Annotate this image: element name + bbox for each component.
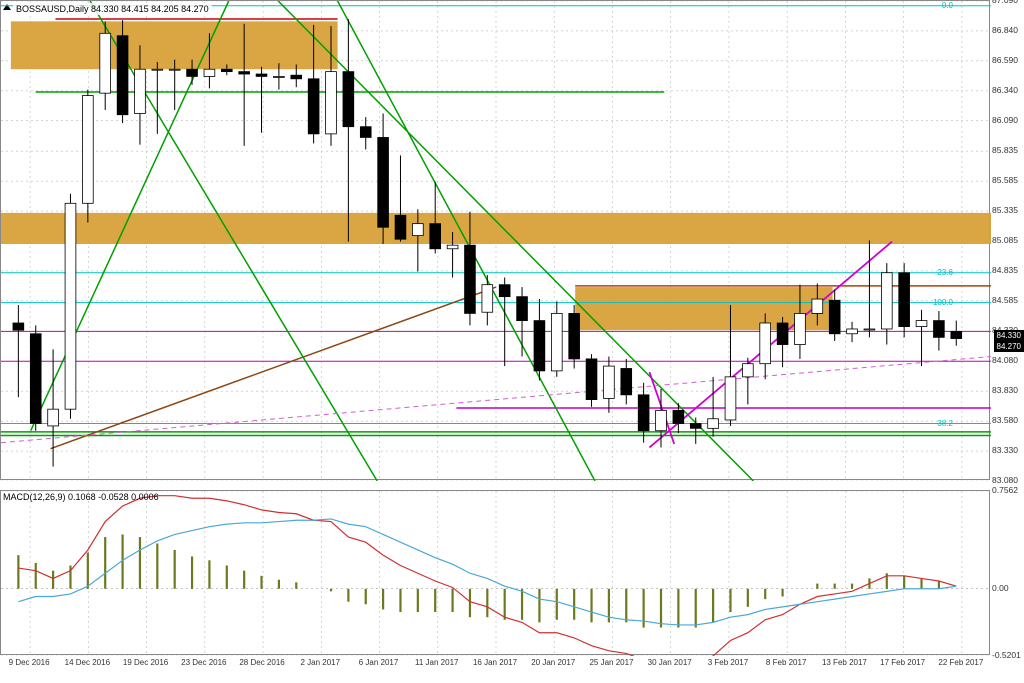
macd-title: MACD(12,26,9) 0.1068 -0.0528 0.0006 (3, 492, 159, 502)
date-tick-label: 11 Jan 2017 (415, 658, 458, 667)
price-tick-label: 84.835 (992, 265, 1018, 275)
macd-svg (1, 491, 991, 656)
date-tick-label: 13 Feb 2017 (822, 658, 867, 667)
fib-level-label: 23.6 (937, 268, 953, 277)
macd-tick-label: 0.00 (992, 583, 1009, 593)
price-tick-label: 83.830 (992, 385, 1018, 395)
date-tick-label: 30 Jan 2017 (648, 658, 692, 667)
price-tick-label: 85.835 (992, 145, 1018, 155)
macd-panel[interactable]: MACD(12,26,9) 0.1068 -0.0528 0.0006 (0, 490, 990, 655)
current-price-label-2: 84.270 (994, 341, 1024, 352)
date-tick-label: 16 Jan 2017 (473, 658, 517, 667)
fib-level-label: 38.2 (937, 419, 953, 428)
price-tick-label: 84.585 (992, 295, 1018, 305)
price-chart-panel[interactable]: BOSSAUSD,Daily 84.330 84.415 84.205 84.2… (0, 0, 990, 480)
price-tick-label: 83.330 (992, 445, 1018, 455)
date-tick-label: 28 Dec 2016 (239, 658, 284, 667)
price-axis: 84.330 84.270 87.090 86.840 86.590 86.340 86… (990, 0, 1024, 480)
date-tick-label: 17 Feb 2017 (880, 658, 925, 667)
price-tick-label: 86.840 (992, 25, 1018, 35)
fib-level-label: 0.0 (942, 1, 953, 10)
date-tick-label: 25 Jan 2017 (589, 658, 633, 667)
price-tick-label: 85.585 (992, 175, 1018, 185)
date-tick-label: 9 Dec 2016 (9, 658, 50, 667)
chart-container: BOSSAUSD,Daily 84.330 84.415 84.205 84.2… (0, 0, 1024, 683)
date-tick-label: 14 Dec 2016 (65, 658, 110, 667)
price-tick-label: 87.090 (992, 0, 1018, 5)
date-tick-label: 20 Jan 2017 (531, 658, 575, 667)
price-tick-label: 83.080 (992, 475, 1018, 485)
date-tick-label: 3 Feb 2017 (708, 658, 748, 667)
price-tick-label: 83.580 (992, 415, 1018, 425)
price-tick-label: 85.085 (992, 235, 1018, 245)
price-tick-label: 86.340 (992, 85, 1018, 95)
price-tick-label: 86.090 (992, 115, 1018, 125)
time-axis: 9 Dec 2016 14 Dec 2016 19 Dec 2016 23 Dec 2… (0, 656, 990, 683)
chart-title: BOSSAUSD,Daily 84.330 84.415 84.205 84.2… (13, 3, 212, 15)
current-price-label-1: 84.330 (994, 330, 1024, 341)
price-tick-label: 84.080 (992, 355, 1018, 365)
price-tick-label: 86.590 (992, 55, 1018, 65)
date-tick-label: 22 Feb 2017 (938, 658, 983, 667)
macd-axis: 0.75620.00-0.5201 (990, 490, 1024, 655)
price-tick-label: 85.335 (992, 205, 1018, 215)
date-tick-label: 8 Feb 2017 (766, 658, 806, 667)
date-tick-label: 23 Dec 2016 (181, 658, 226, 667)
date-tick-label: 6 Jan 2017 (359, 658, 399, 667)
price-chart-svg (1, 1, 991, 481)
date-tick-label: 19 Dec 2016 (123, 658, 168, 667)
fib-level-label: 100.0 (933, 298, 953, 307)
date-tick-label: 2 Jan 2017 (300, 658, 340, 667)
macd-tick-label: -0.5201 (992, 650, 1021, 660)
macd-tick-label: 0.7562 (992, 485, 1018, 495)
